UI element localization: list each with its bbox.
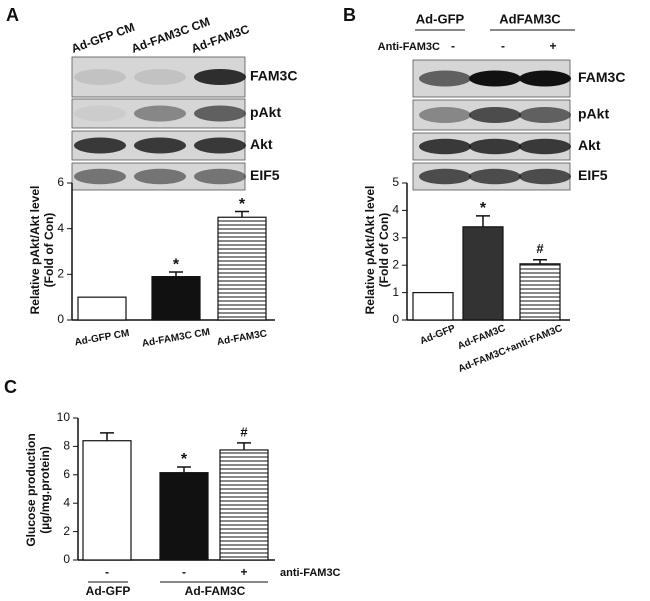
blot-band [194, 105, 246, 122]
blot-label: FAM3C [250, 68, 297, 84]
significance-mark: # [536, 241, 544, 256]
treatment-sign: - [182, 565, 186, 579]
y-tick-label: 4 [57, 221, 64, 235]
blot-band [519, 70, 571, 87]
bar [519, 263, 561, 321]
blot-band [194, 168, 246, 185]
y-tick-label: 6 [57, 175, 64, 189]
y-tick-label: 6 [63, 467, 70, 481]
blot-band [74, 105, 126, 122]
blot-band [519, 168, 571, 185]
y-tick-label: 2 [57, 267, 64, 281]
blot-band [419, 70, 471, 87]
significance-mark: * [173, 256, 180, 273]
blot-label: FAM3C [578, 69, 625, 85]
treatment-sign: - [501, 39, 505, 53]
blot-band [469, 138, 521, 155]
blot-band [74, 168, 126, 185]
y-tick-label: 3 [392, 230, 399, 244]
panel-label: C [4, 377, 17, 397]
bar [219, 449, 269, 561]
bar [217, 216, 267, 321]
y-axis-label: (Fold of Con) [377, 213, 391, 288]
x-tick-label: Ad-GFP CM [74, 328, 130, 348]
blot-band [194, 69, 246, 85]
treatment-sign: + [549, 39, 556, 53]
y-tick-label: 4 [392, 203, 399, 217]
blot-band [469, 70, 521, 87]
blot-band [134, 137, 186, 154]
bar [462, 226, 504, 321]
group-label: AdFAM3C [499, 11, 561, 26]
blot-band [74, 137, 126, 154]
column-header: Ad-GFP CM [69, 20, 136, 56]
bar [159, 472, 209, 561]
blot-label: pAkt [578, 106, 609, 122]
significance-mark: # [240, 424, 248, 439]
blot-band [419, 138, 471, 155]
error-bar [235, 210, 249, 218]
blot-band [419, 107, 471, 123]
y-tick-label: 10 [57, 410, 71, 424]
significance-mark: * [480, 200, 487, 217]
bar [412, 292, 454, 321]
blot-label: EIF5 [250, 167, 280, 183]
y-tick-label: 2 [63, 524, 70, 538]
error-bar [100, 432, 114, 441]
blot-band [519, 138, 571, 155]
blot-band [134, 168, 186, 185]
group-label: Ad-GFP [86, 584, 131, 598]
panel-label: A [6, 5, 19, 25]
y-tick-label: 2 [392, 257, 399, 271]
y-tick-label: 5 [392, 175, 399, 189]
y-tick-label: 0 [63, 552, 70, 566]
bar [82, 440, 132, 561]
y-axis-label: (µg/mg.protein) [38, 446, 52, 534]
y-tick-label: 4 [63, 495, 70, 509]
error-bar [237, 442, 251, 450]
group-label: Ad-GFP [416, 11, 465, 26]
bar [151, 276, 201, 321]
blot-band [519, 107, 571, 123]
error-bar [169, 271, 183, 277]
blot-band [469, 168, 521, 185]
y-axis-label: Relative pAkt/Akt level [28, 186, 42, 315]
blot-band [194, 137, 246, 154]
blot-band [134, 105, 186, 122]
blot-label: EIF5 [578, 167, 608, 183]
group-label: Ad-FAM3C [185, 584, 246, 598]
error-bar [476, 215, 490, 227]
y-axis-label: (Fold of Con) [42, 213, 56, 288]
treatment-label: Anti-FAM3C [378, 41, 440, 53]
x-tick-label: Ad-FAM3C [216, 328, 268, 348]
bar [77, 296, 127, 321]
y-tick-label: 0 [392, 312, 399, 326]
blot-band [74, 69, 126, 85]
significance-mark: * [239, 196, 246, 213]
x-tick-label: Ad-FAM3C+anti-FAM3C [457, 323, 564, 375]
x-tick-label: Ad-FAM3C CM [141, 327, 211, 350]
blot-band [469, 107, 521, 123]
blot-label: Akt [578, 137, 601, 153]
blot-band [419, 168, 471, 185]
y-tick-label: 0 [57, 312, 64, 326]
treatment-sign: - [451, 39, 455, 53]
y-axis-label: Relative pAkt/Akt level [363, 186, 377, 315]
y-tick-label: 8 [63, 439, 70, 453]
blot-band [134, 69, 186, 85]
error-bar [177, 466, 191, 473]
y-axis-label: Glucose production [24, 433, 38, 546]
blot-label: pAkt [250, 104, 281, 120]
significance-mark: * [181, 451, 188, 468]
treatment-label: anti-FAM3C [280, 567, 341, 579]
y-tick-label: 1 [392, 285, 399, 299]
blot-label: Akt [250, 136, 273, 152]
treatment-sign: + [240, 565, 247, 579]
treatment-sign: - [105, 565, 109, 579]
error-bar [533, 258, 547, 264]
x-tick-label: Ad-GFP [418, 323, 457, 347]
panel-label: B [343, 5, 356, 25]
